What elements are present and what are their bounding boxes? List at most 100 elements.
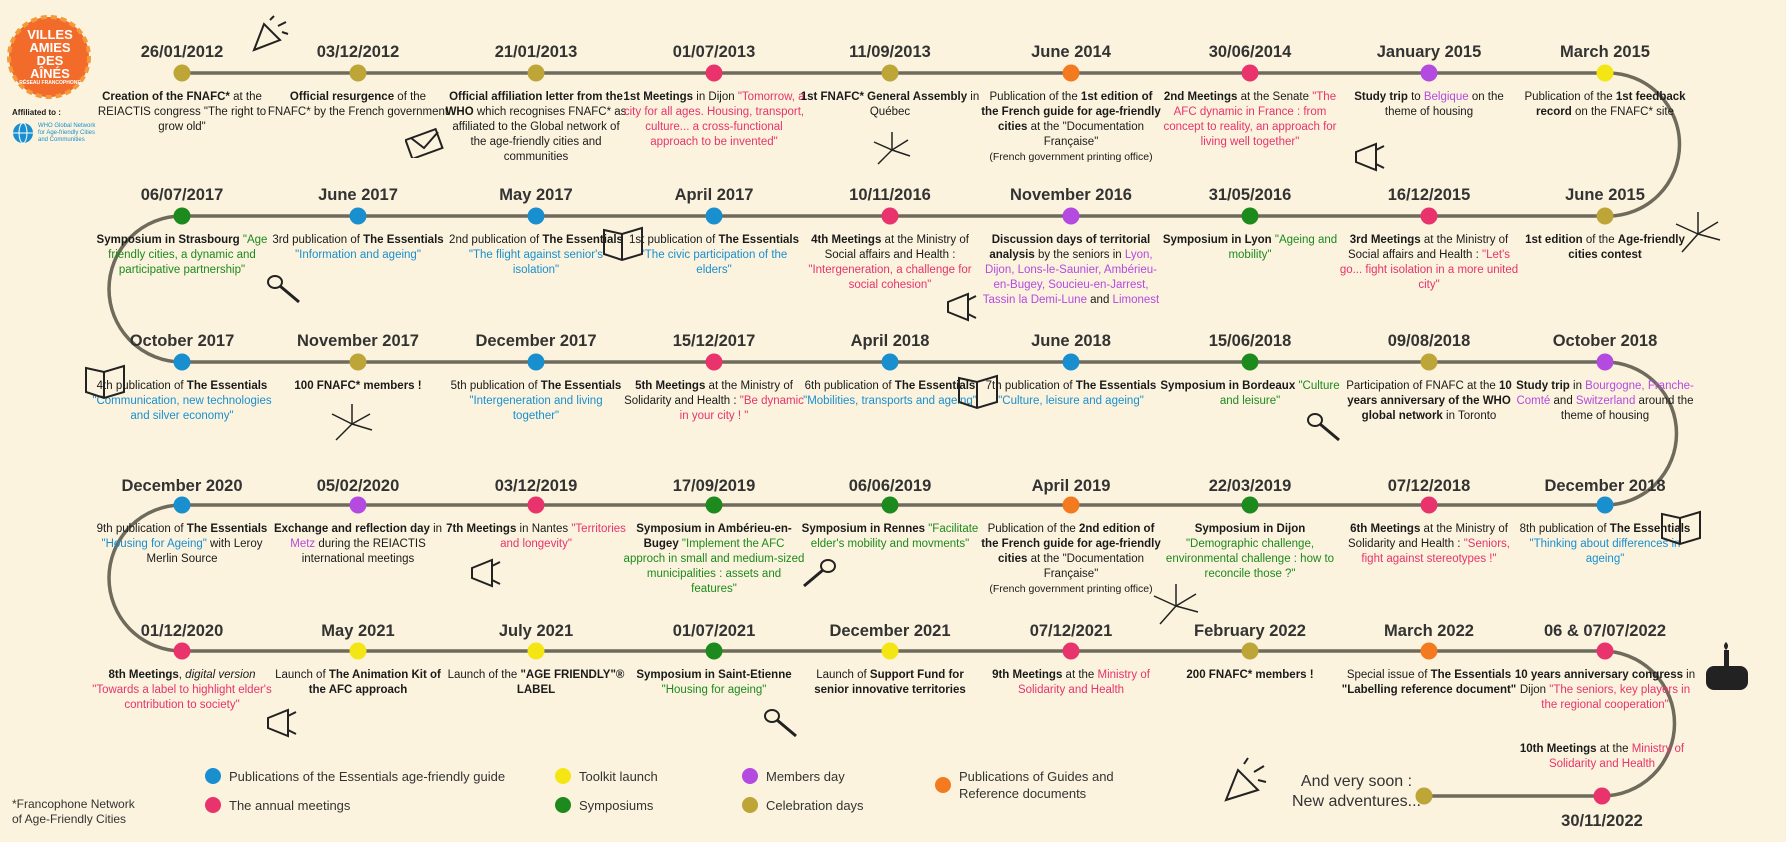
timeline-dot-publication bbox=[173, 496, 191, 514]
description-segment: in Toronto bbox=[1442, 410, 1497, 422]
description-segment: The Essentials bbox=[1075, 380, 1157, 392]
legend-dot bbox=[742, 768, 758, 784]
event-description: Study trip to Belgique on the theme of h… bbox=[1338, 90, 1520, 120]
description-segment: "Tomorrow, a city for all ages. Housing,… bbox=[623, 91, 805, 148]
event-description: 1st edition of the Age-friendly cities c… bbox=[1514, 233, 1696, 263]
event-description: Publication of the 1st edition of the Fr… bbox=[980, 90, 1162, 165]
event-date: December 2018 bbox=[1544, 477, 1666, 495]
description-segment: "Age friendly cities, a dynamic and part… bbox=[108, 234, 268, 276]
description-segment: at the "Documentation Française" bbox=[1027, 553, 1145, 580]
event-description: Symposium in Ambérieu-en-Bugey "Implemen… bbox=[623, 522, 805, 597]
description-segment: 3rd publication of bbox=[272, 234, 364, 246]
legend-item-guide: Publications of Guides and Reference doc… bbox=[935, 768, 1119, 802]
event-description: Publication of the 2nd edition of the Fr… bbox=[980, 522, 1162, 597]
event-date: 30/11/2022 bbox=[1561, 812, 1643, 830]
description-segment: 7th Meetings bbox=[446, 523, 517, 535]
description-segment: , bbox=[178, 669, 186, 681]
timeline-dot-symposium bbox=[881, 496, 899, 514]
legend-dot bbox=[205, 768, 221, 784]
event-description: 200 FNAFC* members ! bbox=[1159, 668, 1341, 683]
event-description: 8th Meetings, digital version "Towards a… bbox=[91, 668, 273, 713]
timeline-dot-celebration bbox=[881, 64, 899, 82]
timeline-dot-meeting bbox=[881, 207, 899, 225]
description-segment: 4th Meetings bbox=[811, 234, 882, 246]
description-segment: at the Ministry of Solidarity and Health… bbox=[1348, 523, 1508, 550]
event-date: April 2019 bbox=[1031, 477, 1111, 495]
description-segment: "AGE FRIENDLY"® LABEL bbox=[516, 669, 625, 696]
description-segment: Symposium in Ambérieu-en-Bugey bbox=[636, 523, 792, 550]
event-date: 01/07/2013 bbox=[672, 43, 756, 61]
description-segment: The Animation Kit of the AFC approach bbox=[308, 669, 441, 696]
megaphone-icon bbox=[471, 558, 501, 588]
event-date: 22/03/2019 bbox=[1208, 477, 1292, 495]
description-segment: (French government printing office) bbox=[989, 583, 1153, 595]
description-line: 100 FNAFC* members ! bbox=[267, 379, 449, 394]
description-segment: of the bbox=[1582, 234, 1618, 246]
affiliation-label: Affiliated to : bbox=[12, 108, 61, 117]
description-line: 10 years anniversary congress in Dijon "… bbox=[1514, 668, 1696, 713]
logo-line: AÎNÉS bbox=[30, 66, 70, 81]
timeline-dot-celebration bbox=[527, 64, 545, 82]
event-date: 21/01/2013 bbox=[494, 43, 578, 61]
description-segment: around the theme of housing bbox=[1560, 395, 1694, 422]
description-segment: Publication of the bbox=[987, 523, 1080, 535]
description-segment: 5th publication of bbox=[450, 380, 541, 392]
description-segment: The Essentials bbox=[540, 380, 622, 392]
event-description: 3rd publication of The Essentials "Infor… bbox=[267, 233, 449, 263]
event-description: Study trip in Bourgogne, Franche-Comté a… bbox=[1514, 379, 1696, 424]
description-line: Launch of the "AGE FRIENDLY"® LABEL bbox=[445, 668, 627, 698]
description-line: Study trip in Bourgogne, Franche-Comté a… bbox=[1514, 379, 1696, 424]
description-segment: at the Ministry of Solidarity and Health… bbox=[624, 380, 793, 407]
description-line: 9th Meetings at the Ministry of Solidari… bbox=[980, 668, 1162, 698]
description-line: 1st publication of The Essentials "The c… bbox=[623, 233, 805, 278]
event-date: January 2015 bbox=[1376, 43, 1482, 61]
description-segment: "The AFC dynamic in France : from concep… bbox=[1163, 91, 1337, 148]
legend-label: The annual meetings bbox=[229, 797, 351, 813]
description-segment: Launch of the bbox=[447, 669, 521, 681]
legend-dot bbox=[742, 797, 758, 813]
description-segment: Exchange and reflection day bbox=[273, 523, 430, 535]
timeline-dot-members bbox=[349, 496, 367, 514]
description-segment: on the theme of housing bbox=[1384, 91, 1504, 118]
description-segment: "Seniors, fight against stereotypes !" bbox=[1361, 538, 1510, 565]
timeline-dot-celebration bbox=[349, 64, 367, 82]
description-segment: Symposium in Strasbourg bbox=[96, 234, 240, 246]
description-segment: at the REIACTIS congress bbox=[97, 91, 262, 118]
description-segment: 10th Meetings bbox=[1519, 743, 1597, 755]
description-line: 1st Meetings in Dijon "Tomorrow, a city … bbox=[623, 90, 805, 150]
event-date: 11/09/2013 bbox=[849, 43, 931, 61]
description-line: Launch of The Animation Kit of the AFC a… bbox=[267, 668, 449, 698]
description-line: Exchange and reflection day in Metz duri… bbox=[267, 522, 449, 567]
timeline-dot-members bbox=[1420, 64, 1438, 82]
event-date: June 2018 bbox=[1031, 332, 1111, 350]
event-description: 4th Meetings at the Ministry of Social a… bbox=[799, 233, 981, 293]
description-segment: Switzerland bbox=[1575, 395, 1636, 407]
event-description: 100 FNAFC* members ! bbox=[267, 379, 449, 394]
legend-dot bbox=[935, 777, 951, 793]
description-segment: Metz bbox=[290, 538, 316, 550]
description-segment: 100 FNAFC* members ! bbox=[294, 380, 422, 392]
description-segment: Belgique bbox=[1423, 91, 1469, 103]
description-line: 9th publication of The Essentials "Housi… bbox=[91, 522, 273, 567]
event-date: May 2017 bbox=[499, 186, 573, 204]
legend-item-meeting: The annual meetings bbox=[205, 797, 350, 813]
description-segment: 8th Meetings bbox=[108, 669, 179, 681]
legend-label: Publications of the Essentials age-frien… bbox=[229, 768, 506, 784]
event-date: 01/12/2020 bbox=[140, 622, 224, 640]
description-segment: in Nantes bbox=[516, 523, 572, 535]
timeline-dot-toolkit bbox=[1596, 64, 1614, 82]
logo-line: DES bbox=[36, 53, 64, 68]
fireworks-icon bbox=[331, 404, 373, 441]
timeline-dot-celebration bbox=[1415, 787, 1433, 805]
description-segment: "The flight against senior's isolation" bbox=[468, 249, 604, 276]
party-popper-icon bbox=[1224, 757, 1267, 802]
timeline-dot-meeting bbox=[1593, 787, 1611, 805]
event-date: 15/06/2018 bbox=[1208, 332, 1292, 350]
description-segment: 2nd publication of bbox=[449, 234, 543, 246]
event-date: 16/12/2015 bbox=[1387, 186, 1471, 204]
description-line: 200 FNAFC* members ! bbox=[1159, 668, 1341, 683]
timeline-dot-publication bbox=[1596, 496, 1614, 514]
who-badge: WHO Global Network for Age-friendly Citi… bbox=[12, 122, 100, 144]
description-line: Creation of the FNAFC* at the REIACTIS c… bbox=[91, 90, 273, 135]
event-date: June 2017 bbox=[318, 186, 398, 204]
